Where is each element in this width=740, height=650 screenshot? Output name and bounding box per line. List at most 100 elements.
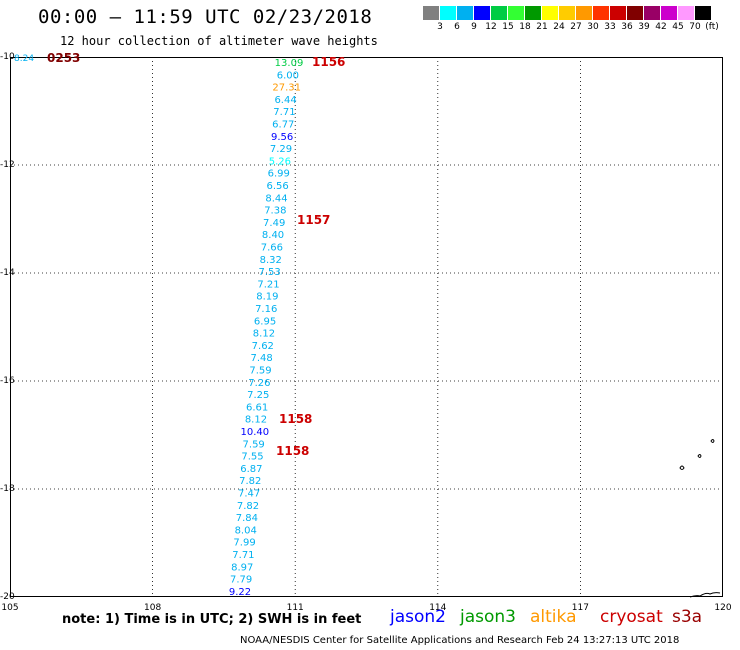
satellite-label: altika — [530, 607, 577, 627]
track-value: 8.32 — [260, 255, 282, 266]
track-value: 6.99 — [268, 169, 290, 180]
legend-swatch — [542, 6, 559, 20]
track-value: 7.29 — [270, 144, 292, 155]
track-value: 7.62 — [252, 341, 274, 352]
legend-tick-label: 27 — [570, 22, 582, 32]
track-value: 7.59 — [249, 366, 271, 377]
legend-swatch — [593, 6, 610, 20]
edge-value: 8.24 — [14, 54, 34, 64]
map-frame — [10, 57, 723, 597]
x-tick-label: 114 — [429, 603, 447, 613]
y-tick-label: -20 — [0, 592, 15, 602]
satellite-label: jason2 — [390, 607, 446, 627]
track-value: 7.21 — [257, 279, 279, 290]
legend-swatch — [525, 6, 542, 20]
legend-tick-label: 18 — [519, 22, 531, 32]
track-value: 7.25 — [247, 390, 269, 401]
track-value: 6.95 — [254, 316, 276, 327]
track-value: 8.97 — [231, 562, 253, 573]
y-tick-label: -14 — [0, 268, 15, 278]
legend-tick-label: 12 — [485, 22, 497, 32]
track-value: 7.47 — [238, 489, 260, 500]
track-value: 6.44 — [274, 95, 296, 106]
altimeter-track: 13.096.0027.316.447.716.779.567.295.266.… — [14, 51, 345, 598]
legend-swatch — [695, 6, 712, 20]
track-value: 6.61 — [246, 402, 268, 413]
track-value: 8.12 — [253, 329, 275, 340]
island — [689, 592, 721, 598]
track-value: 7.55 — [241, 452, 263, 463]
island — [679, 465, 685, 470]
track-value: 7.84 — [236, 513, 258, 524]
legend-tick-label: 24 — [553, 22, 565, 32]
x-tick-label: 111 — [286, 603, 304, 613]
y-tick-label: -16 — [0, 376, 15, 386]
satellite-label: jason3 — [460, 607, 516, 627]
track-value: 6.00 — [277, 70, 299, 81]
track-value: 6.77 — [272, 120, 294, 131]
track-value: 7.66 — [261, 243, 283, 254]
track-value: 8.19 — [256, 292, 278, 303]
legend-tick-label: 33 — [604, 22, 616, 32]
coastline — [679, 439, 721, 598]
map-subtitle: 12 hour collection of altimeter wave hei… — [60, 34, 378, 48]
track-value: 7.99 — [233, 538, 255, 549]
y-tick-label: -18 — [0, 484, 15, 494]
legend-tick-label: (ft) — [705, 22, 719, 32]
color-scale-legend — [423, 6, 712, 20]
x-tick-label: 105 — [1, 603, 19, 613]
legend-swatch — [627, 6, 644, 20]
legend-tick-label: 15 — [502, 22, 514, 32]
legend-tick-label: 36 — [621, 22, 633, 32]
legend-tick-label: 6 — [454, 22, 460, 32]
track-value: 13.09 — [275, 58, 304, 69]
island — [697, 454, 702, 458]
pass-time-label: 0253 — [47, 51, 80, 65]
track-value: 7.48 — [251, 353, 273, 364]
legend-tick-label: 30 — [587, 22, 599, 32]
track-value: 7.59 — [243, 439, 265, 450]
track-value: 7.16 — [255, 304, 277, 315]
legend-swatch — [440, 6, 457, 20]
track-value: 7.38 — [264, 206, 286, 217]
track-value: 7.71 — [273, 107, 295, 118]
track-value: 7.82 — [239, 476, 261, 487]
legend-tick-label: 39 — [638, 22, 650, 32]
track-value: 5.26 — [269, 156, 291, 167]
legend-swatch — [491, 6, 508, 20]
x-tick-label: 120 — [714, 603, 732, 613]
track-value: 8.12 — [245, 415, 267, 426]
pass-time-label: 1158 — [276, 444, 309, 458]
track-value: 7.26 — [248, 378, 270, 389]
pass-time-label: 1158 — [279, 412, 312, 426]
track-value: 9.22 — [229, 587, 251, 598]
track-value: 7.79 — [230, 575, 252, 586]
legend-tick-label: 21 — [536, 22, 548, 32]
legend-swatch — [610, 6, 627, 20]
track-value: 6.56 — [266, 181, 288, 192]
track-value: 27.31 — [272, 83, 301, 94]
legend-swatch — [644, 6, 661, 20]
y-tick-label: -12 — [0, 160, 15, 170]
legend-swatch — [661, 6, 678, 20]
track-value: 8.44 — [265, 193, 287, 204]
island — [710, 439, 715, 443]
footer-credit: NOAA/NESDIS Center for Satellite Applica… — [240, 635, 680, 646]
legend-swatch — [576, 6, 593, 20]
legend-tick-label: 9 — [471, 22, 477, 32]
legend-swatch — [678, 6, 695, 20]
pass-time-label: 1156 — [312, 55, 345, 69]
legend-tick-label: 45 — [672, 22, 684, 32]
track-value: 7.53 — [258, 267, 280, 278]
y-tick-label: -10 — [0, 52, 15, 62]
x-tick-label: 117 — [571, 603, 589, 613]
track-value: 8.40 — [262, 230, 284, 241]
x-tick-label: 108 — [144, 603, 162, 613]
legend-swatch — [508, 6, 525, 20]
map-title: 00:00 – 11:59 UTC 02/23/2018 — [38, 6, 373, 28]
legend-tick-label: 3 — [437, 22, 443, 32]
track-value: 10.40 — [240, 427, 269, 438]
legend-tick-label: 42 — [655, 22, 667, 32]
track-value: 8.04 — [235, 525, 257, 536]
